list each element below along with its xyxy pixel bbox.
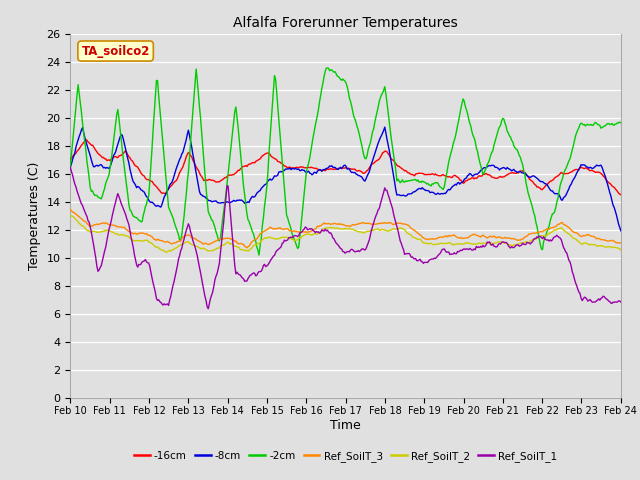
Y-axis label: Temperatures (C): Temperatures (C) — [28, 162, 41, 270]
Text: TA_soilco2: TA_soilco2 — [81, 45, 150, 58]
X-axis label: Time: Time — [330, 419, 361, 432]
Title: Alfalfa Forerunner Temperatures: Alfalfa Forerunner Temperatures — [233, 16, 458, 30]
Legend: -16cm, -8cm, -2cm, Ref_SoilT_3, Ref_SoilT_2, Ref_SoilT_1: -16cm, -8cm, -2cm, Ref_SoilT_3, Ref_Soil… — [130, 447, 561, 466]
